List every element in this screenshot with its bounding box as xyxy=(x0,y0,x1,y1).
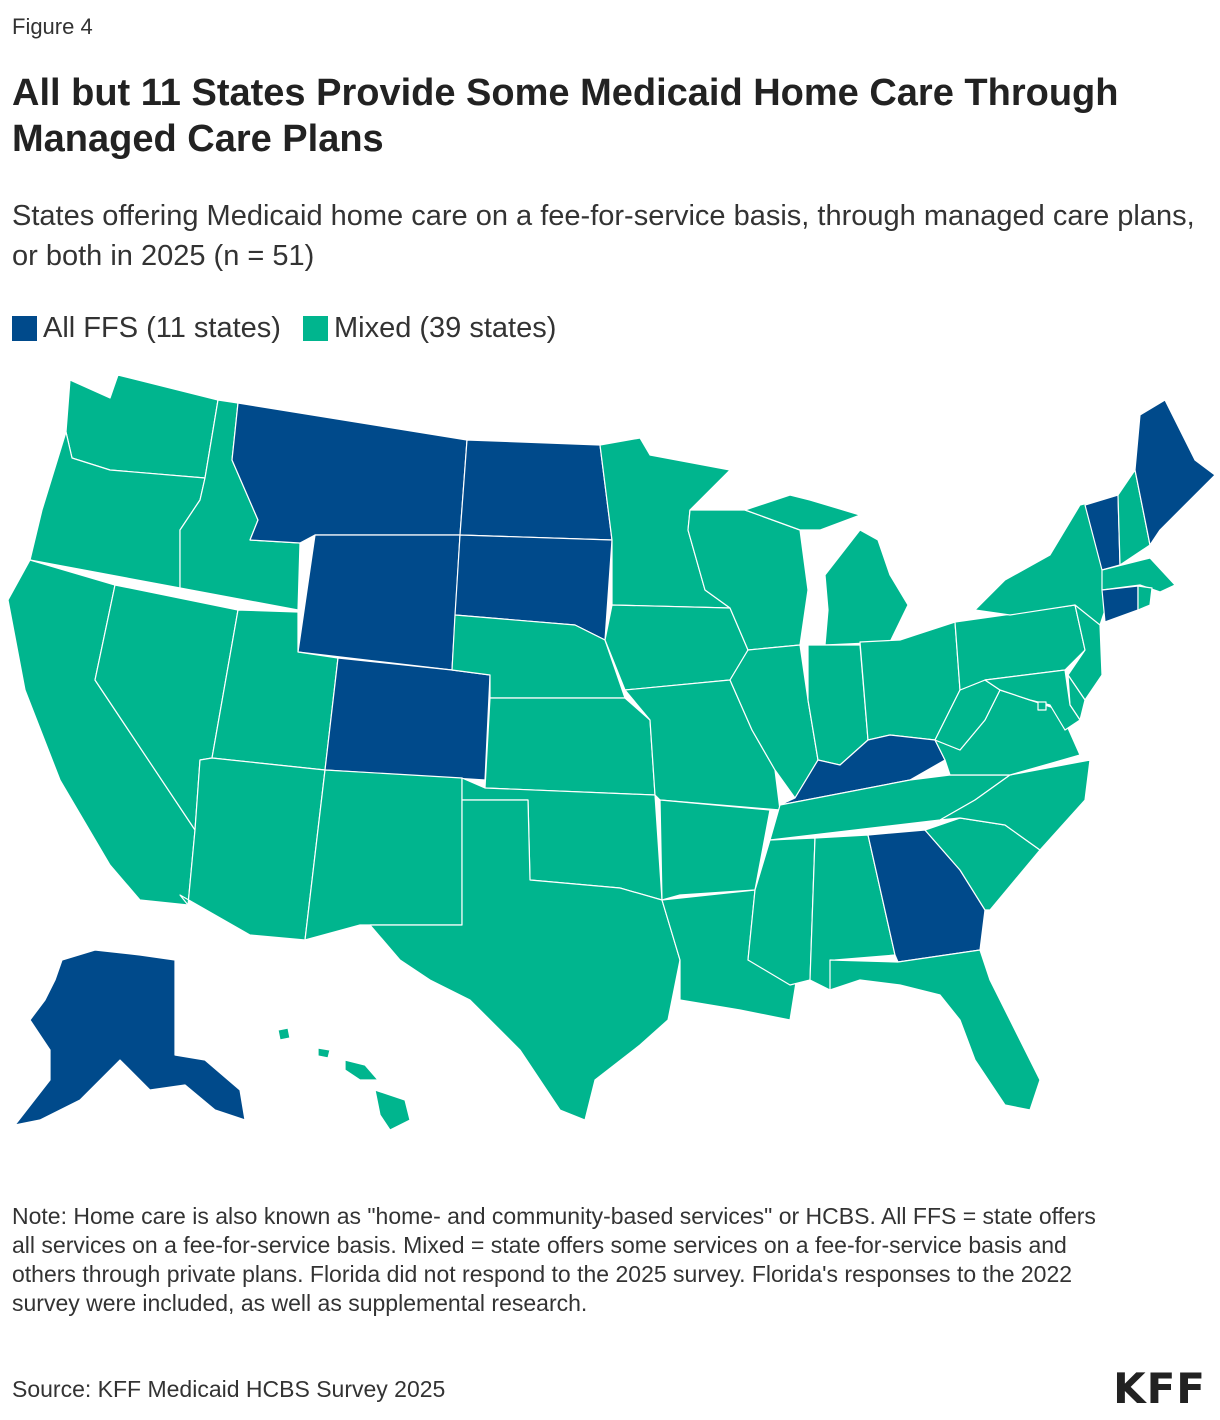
legend-label-mixed: Mixed (39 states) xyxy=(333,312,557,344)
state-hi xyxy=(277,1027,411,1131)
us-map-svg xyxy=(7,374,1216,1131)
legend-item-ffs: All FFS (11 states) xyxy=(12,312,281,345)
legend: All FFS (11 states) Mixed (39 states) xyxy=(12,312,578,345)
state-ri xyxy=(1137,585,1153,611)
kff-logo: KFF xyxy=(1113,1364,1206,1413)
state-nc xyxy=(939,759,1091,851)
state-az xyxy=(179,757,326,941)
state-nd xyxy=(459,439,613,541)
state-nm xyxy=(304,769,463,941)
state-md xyxy=(984,669,1081,731)
state-in xyxy=(807,644,869,766)
state-dc xyxy=(1037,701,1047,711)
state-ak xyxy=(14,949,246,1126)
legend-label-ffs: All FFS (11 states) xyxy=(43,312,281,344)
state-ks xyxy=(484,697,656,796)
us-states-map xyxy=(0,360,1220,1140)
legend-swatch-ffs xyxy=(12,316,37,341)
state-mi xyxy=(744,494,909,646)
state-ar xyxy=(659,799,771,901)
state-tx xyxy=(369,799,681,1121)
state-ct xyxy=(1101,585,1139,623)
state-ia xyxy=(604,604,749,691)
chart-title: All but 11 States Provide Some Medicaid … xyxy=(12,72,1119,160)
chart-subtitle: States offering Medicaid home care on a … xyxy=(12,200,1195,272)
chart-note: Note: Home care is also known as "home- … xyxy=(12,1203,1096,1316)
state-mt xyxy=(231,402,468,544)
chart-source: Source: KFF Medicaid HCBS Survey 2025 xyxy=(12,1376,446,1402)
figure-label: Figure 4 xyxy=(12,14,93,39)
state-wy xyxy=(297,534,461,671)
state-wa xyxy=(65,374,219,479)
state-me xyxy=(1134,399,1216,546)
legend-swatch-mixed xyxy=(302,316,328,341)
state-fl xyxy=(829,949,1041,1111)
legend-item-mixed: Mixed (39 states) xyxy=(302,312,557,345)
state-ny xyxy=(974,499,1106,626)
state-co xyxy=(324,657,491,781)
